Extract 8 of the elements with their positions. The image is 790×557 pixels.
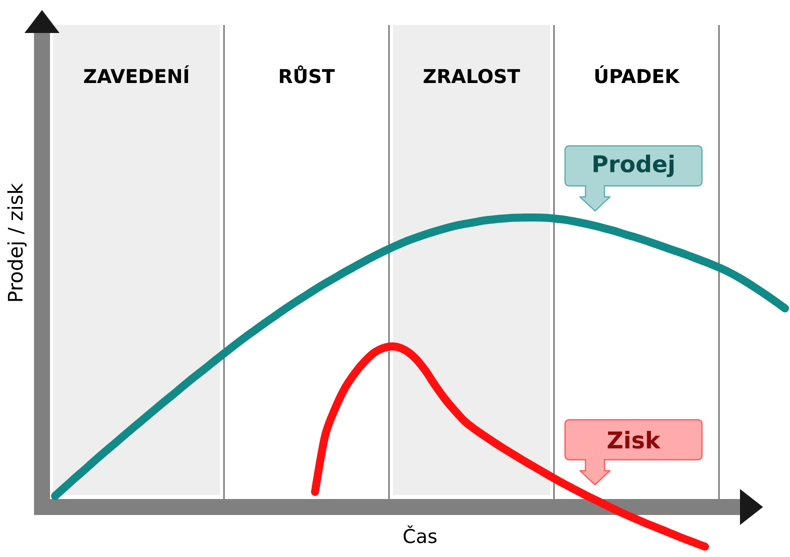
text: ZRALOST	[424, 68, 520, 84]
text: Prodej	[594, 154, 674, 178]
y-axis-title: Prodej / zisk	[7, 183, 27, 301]
text: RŮST	[280, 65, 335, 84]
x-axis-title: Čas	[404, 525, 436, 544]
text: Zisk	[608, 430, 661, 449]
text: ZAVEDENÍ	[84, 65, 190, 83]
text: ÚPADEK	[595, 65, 680, 84]
